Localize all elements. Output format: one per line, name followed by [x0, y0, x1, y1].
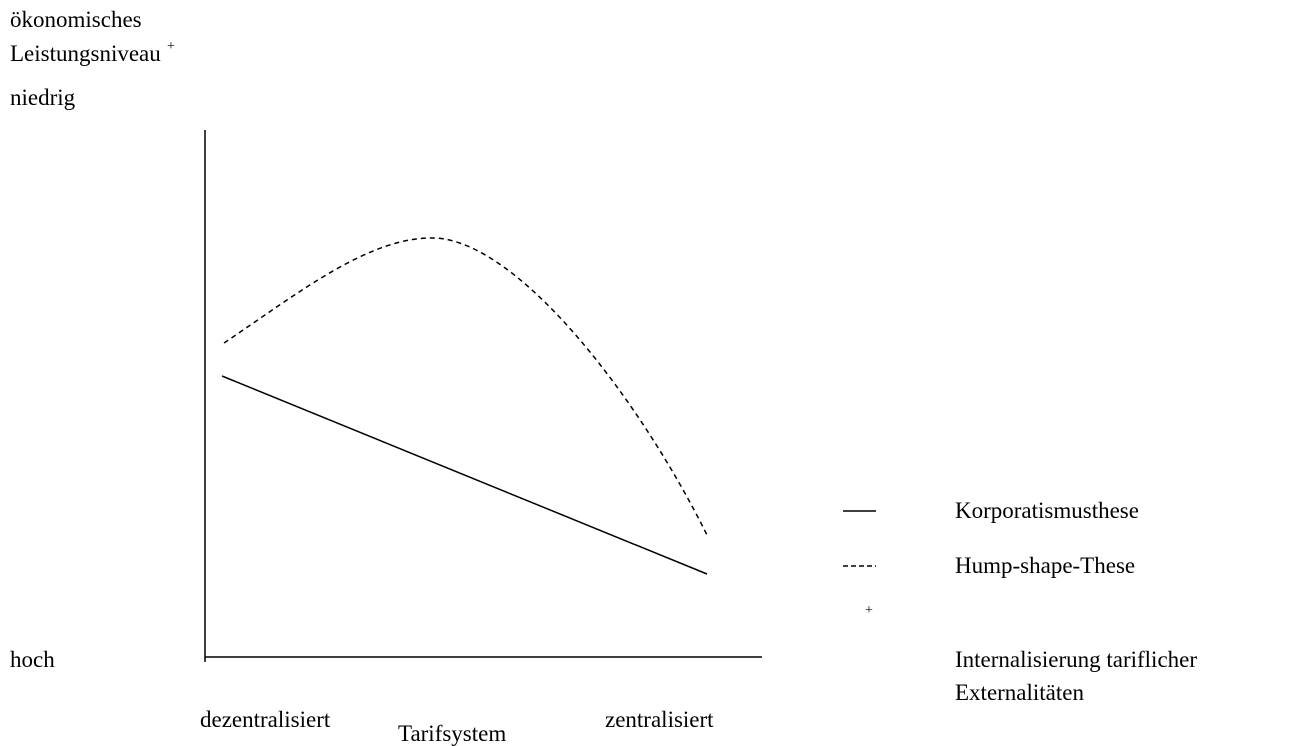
legend-label: Hump-shape-These	[955, 553, 1135, 578]
legend-label: Korporatismusthese	[955, 498, 1139, 523]
legend-label: Internalisierung tariflicher	[955, 647, 1197, 672]
dashed-curve	[223, 237, 708, 536]
x-axis-left-label: dezentralisiert	[200, 707, 331, 732]
y-axis-bottom-label: hoch	[10, 647, 55, 672]
x-axis-label: Tarifsystem	[398, 721, 506, 746]
y-axis-label: ökonomisches	[10, 7, 142, 32]
x-axis-right-label: zentralisiert	[605, 707, 714, 732]
legend-marker: +	[865, 603, 873, 618]
y-axis-label: Leistungsniveau	[10, 41, 161, 66]
y-axis-label-marker: +	[167, 39, 175, 54]
y-axis-top-label: niedrig	[10, 85, 76, 110]
legend-label: Externalitäten	[955, 680, 1084, 705]
solid-curve	[221, 375, 708, 575]
